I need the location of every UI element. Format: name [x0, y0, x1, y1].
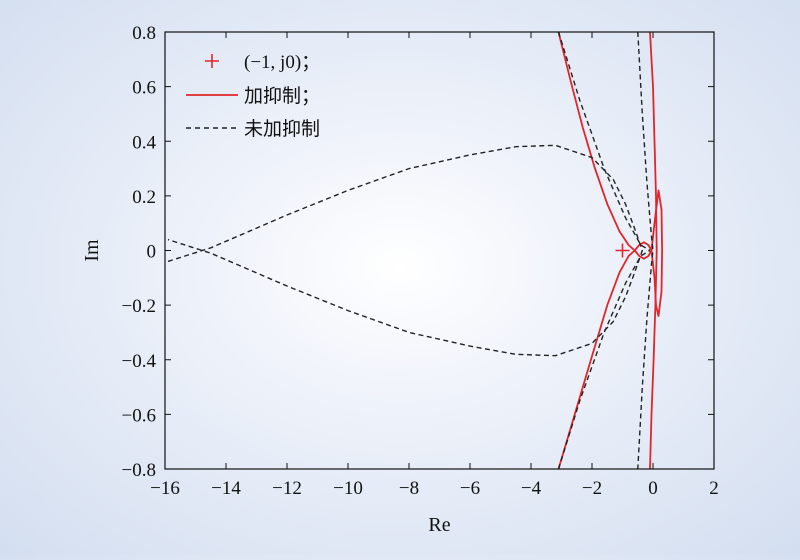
legend-label-2: 加抑制； [244, 85, 320, 107]
x-tick-label: −14 [211, 478, 241, 499]
legend-label-1: (−1, j0)； [244, 52, 320, 73]
legend-symbol-1 [205, 54, 219, 68]
y-tick-label: 0 [147, 242, 157, 263]
legend-label-3: 未加抑制 [244, 118, 320, 140]
y-tick-label: 0.4 [132, 132, 156, 153]
axes: −16 −14 −12 −10 −8 −6 −4 −2 0 2 −0.8 −0.6 −0.4 −0.2 0 0… [122, 23, 719, 499]
critical-point-marker [615, 243, 630, 258]
y-tick-label: −0.6 [122, 405, 156, 426]
x-tick-label: −6 [460, 478, 480, 499]
x-tick-label: 0 [648, 478, 658, 499]
y-tick-label: −0.2 [122, 296, 156, 317]
y-tick-label: −0.4 [122, 351, 157, 372]
y-tick-label: −0.8 [122, 460, 156, 481]
series-1-line-2 [649, 32, 658, 469]
x-tick-label: −12 [272, 478, 302, 499]
series-2-line-4 [557, 249, 651, 469]
series-2-line-3 [557, 32, 651, 252]
x-tick-label: 2 [709, 478, 719, 499]
x-tick-label: −8 [399, 478, 419, 499]
x-tick-label: −16 [150, 478, 180, 499]
x-tick-label: −10 [333, 478, 363, 499]
x-tick-label: −2 [582, 478, 602, 499]
x-tick-label: −4 [521, 478, 542, 499]
y-tick-label: 0.2 [132, 187, 156, 208]
legend: (−1, j0)； 加抑制； 未加抑制 [186, 52, 320, 140]
series-2-line-2 [637, 32, 654, 469]
y-tick-label: 0.8 [132, 23, 156, 44]
series-1-line-1 [557, 32, 663, 469]
y-tick-label: 0.6 [132, 78, 156, 99]
plot-area [167, 32, 663, 469]
series-2-line-1 [167, 144, 643, 357]
x-axis-label: Re [428, 514, 450, 536]
y-axis-label: Im [81, 239, 103, 262]
